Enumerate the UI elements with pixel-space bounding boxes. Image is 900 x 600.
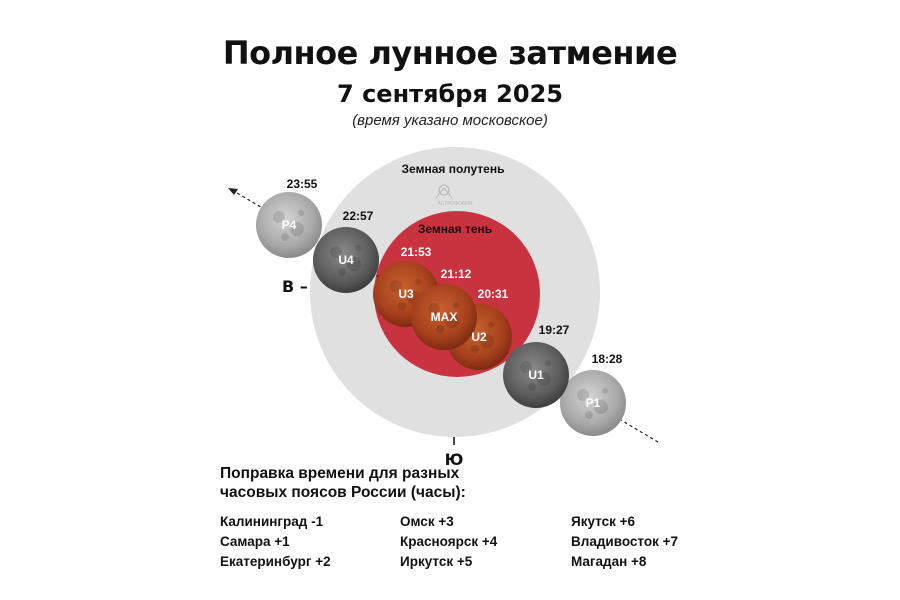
corrections-title: Поправка времени для разных часовых пояс…	[220, 464, 466, 502]
corrections-title-line1: Поправка времени для разных	[220, 465, 460, 482]
moon-crater	[281, 233, 289, 241]
umbra-label: Земная тень	[418, 222, 492, 236]
moon-time-p4: 23:55	[287, 177, 318, 191]
moon-crater	[398, 302, 406, 310]
timezone-item: Калининград -1	[220, 514, 324, 529]
moon-crater	[585, 411, 593, 419]
timezone-item: Якутск +6	[571, 514, 635, 529]
penumbra-label: Земная полутень	[402, 162, 505, 176]
timezone-column-1: Калининград -1 Самара +1 Екатеринбург +2	[220, 512, 331, 572]
moon-crater	[520, 361, 532, 373]
timezone-item: Магадан +8	[571, 554, 647, 569]
moon-label-p1: P1	[586, 396, 601, 410]
moon-label-u1: U1	[528, 368, 544, 382]
logo-text: АСТРОФОБИЯ	[437, 201, 472, 207]
moon-time-u1: 19:27	[539, 323, 570, 337]
timezone-item: Омск +3	[400, 514, 454, 529]
timezone-item: Самара +1	[220, 534, 290, 549]
moon-crater	[480, 334, 494, 348]
timezone-column-2: Омск +3 Красноярск +4 Иркутск +5	[400, 512, 497, 572]
direction-south: Ю	[445, 450, 464, 469]
moon-time-max: 21:12	[441, 267, 472, 281]
moon-crater	[602, 388, 608, 394]
moon-crater	[347, 257, 361, 271]
timezone-item: Иркутск +5	[400, 554, 473, 569]
moon-label-u3: U3	[398, 287, 414, 301]
timezone-item: Красноярск +4	[400, 534, 498, 549]
direction-west: В –	[282, 277, 308, 296]
moon-time-u4: 22:57	[343, 209, 374, 223]
moon-crater	[594, 400, 608, 414]
moon-crater	[537, 372, 551, 386]
moon-crater	[488, 322, 494, 328]
page-title: Полное лунное затмение	[222, 34, 678, 72]
time-note: (время указано московское)	[352, 112, 548, 129]
moon-crater	[471, 345, 479, 353]
moon-crater	[273, 211, 285, 223]
moon-crater	[298, 210, 304, 216]
moon-crater	[545, 360, 551, 366]
moon-crater	[577, 389, 589, 401]
moon-crater	[338, 268, 346, 276]
moon-crater	[436, 325, 444, 333]
corrections-title-line2: часовых поясов России (часы):	[220, 484, 466, 501]
moon-crater	[290, 222, 304, 236]
moon-phases: P4 23:55 P1 18:28 U4 22:57 U1 19:27 U3 21:53 U2 20:…	[256, 177, 626, 436]
moon-label-u4: U4	[338, 253, 354, 267]
moon-p4	[256, 192, 322, 258]
timezone-item: Екатеринбург +2	[220, 554, 331, 569]
moon-max	[411, 284, 477, 350]
eclipse-date: 7 сентября 2025	[337, 80, 563, 108]
timezone-item: Владивосток +7	[571, 534, 678, 549]
moon-time-p1: 18:28	[592, 352, 623, 366]
moon-crater	[355, 245, 361, 251]
moon-label-max: MAX	[431, 310, 458, 324]
moon-label-p4: P4	[282, 218, 297, 232]
moon-label-u2: U2	[471, 330, 487, 344]
moon-crater	[445, 314, 459, 328]
moon-crater	[453, 302, 459, 308]
moon-u4	[313, 227, 379, 293]
moon-time-u3: 21:53	[401, 245, 432, 259]
moon-time-u2: 20:31	[478, 287, 509, 301]
moon-crater	[330, 246, 342, 258]
timezone-column-3: Якутск +6 Владивосток +7 Магадан +8	[571, 512, 678, 572]
moon-p1	[560, 370, 626, 436]
moon-u1	[503, 342, 569, 408]
moon-crater	[390, 280, 402, 292]
path-arrow-icon	[228, 188, 238, 195]
moon-crater	[415, 279, 421, 285]
astrofobia-logo: АСТРОФОБИЯ	[435, 184, 473, 207]
moon-crater	[528, 383, 536, 391]
moon-crater	[428, 303, 440, 315]
